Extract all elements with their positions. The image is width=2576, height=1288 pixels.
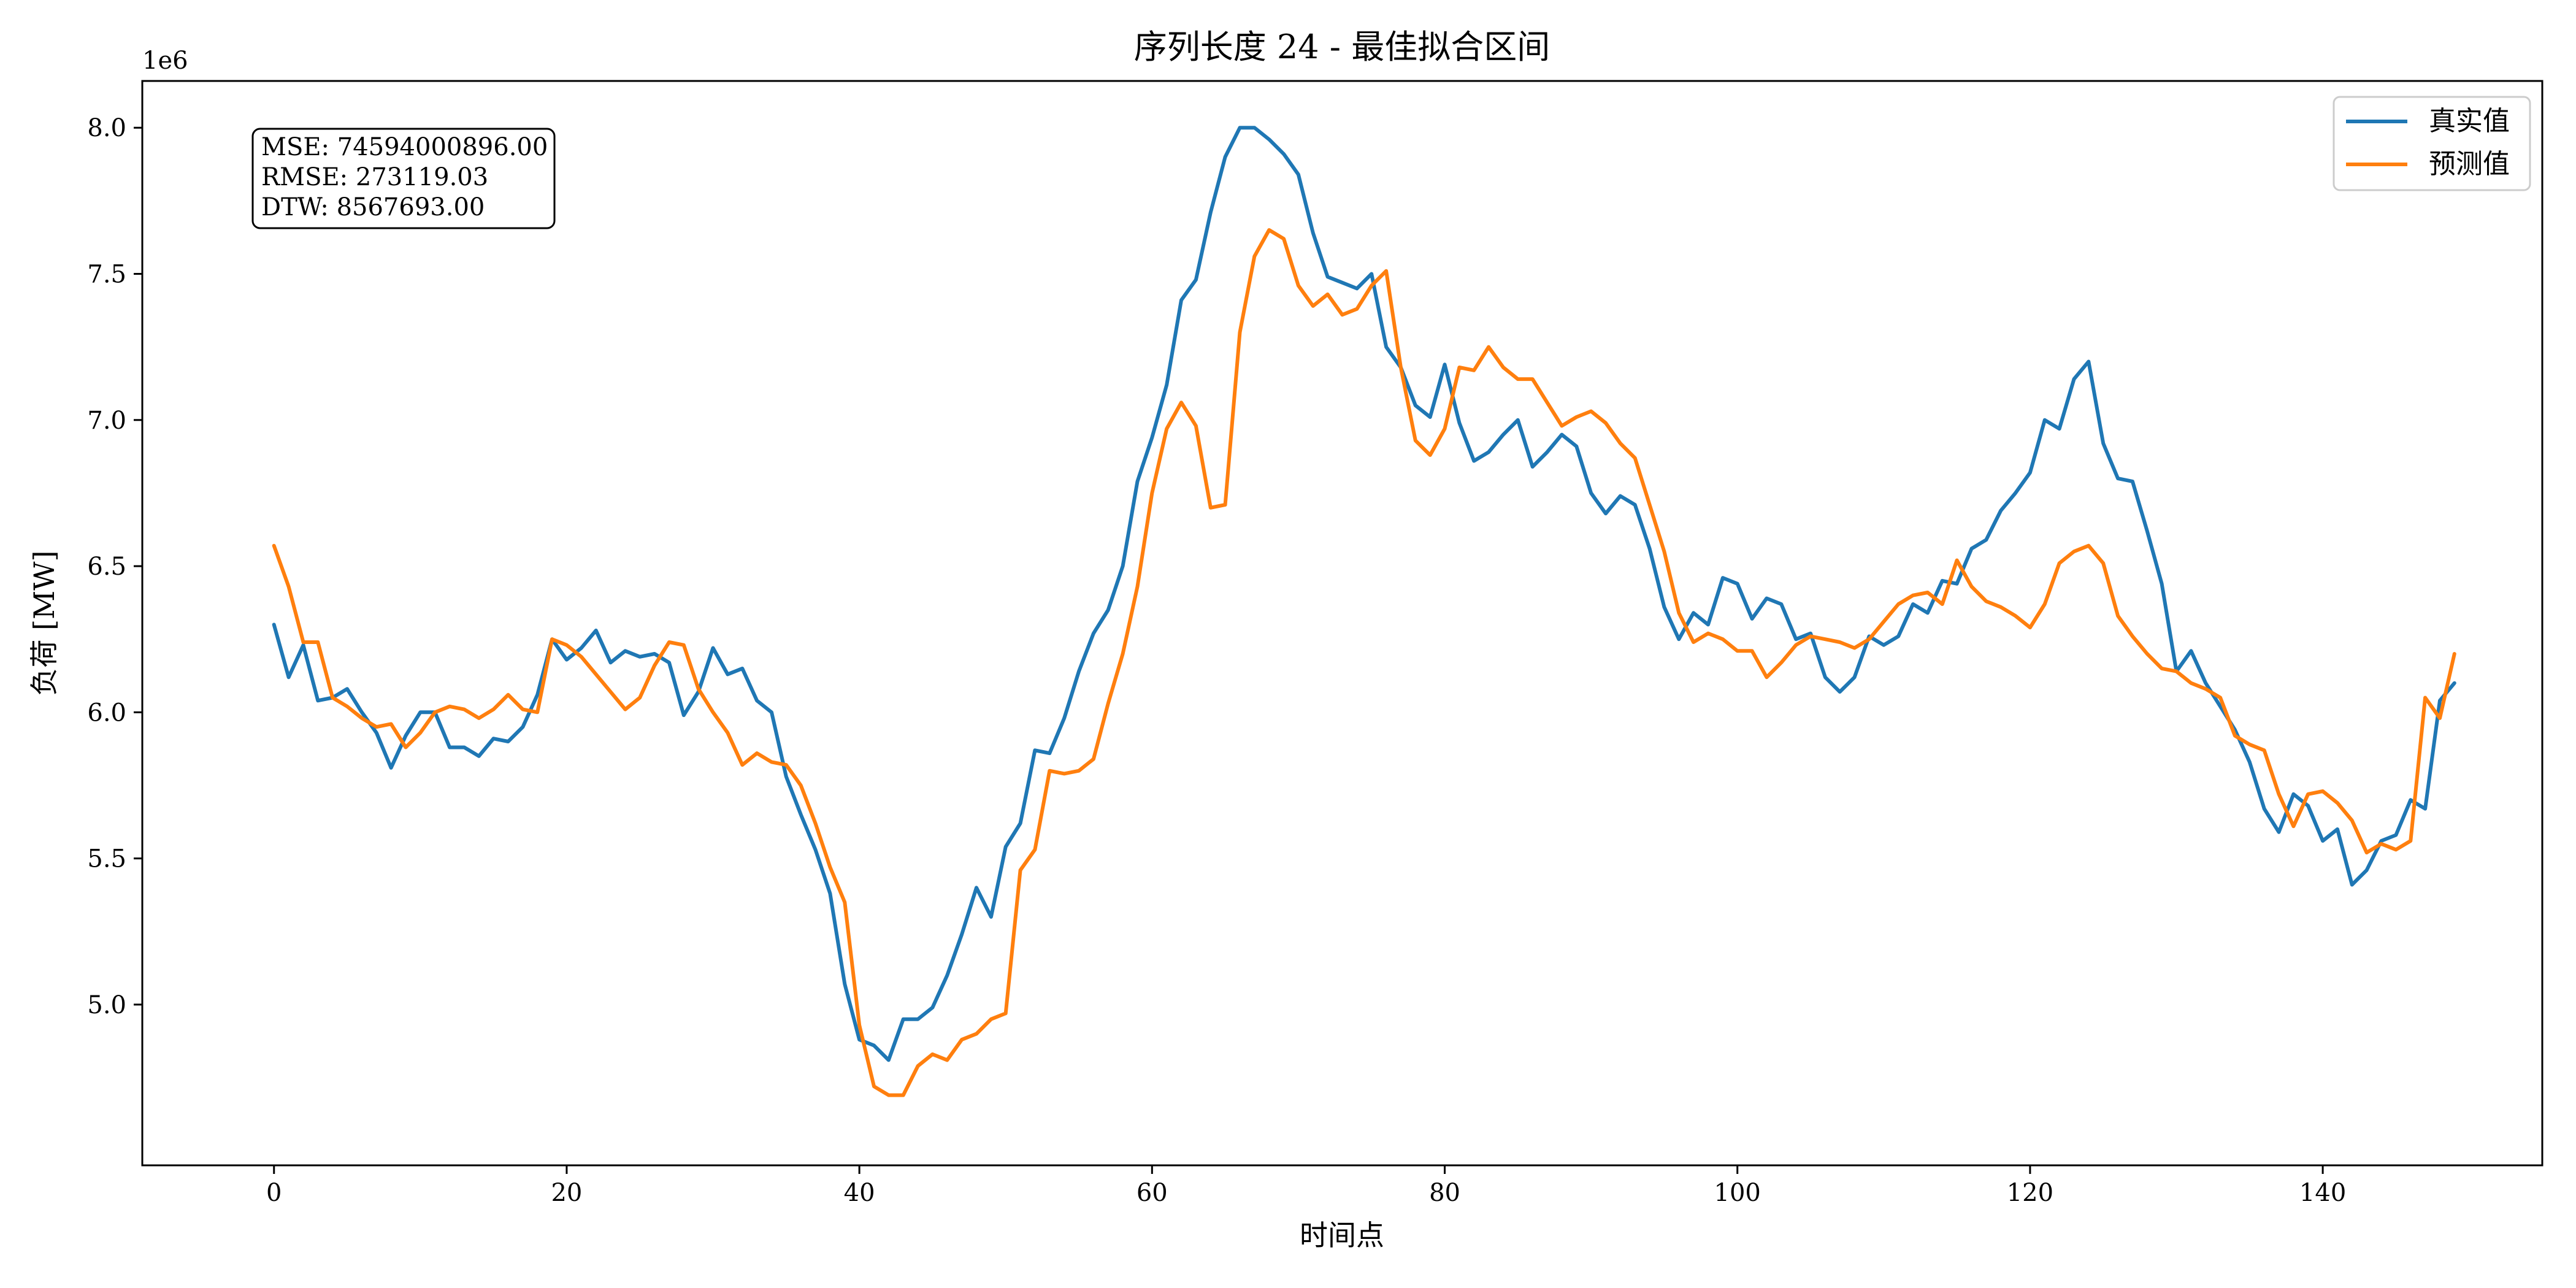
x-tick-label: 140: [2299, 1179, 2346, 1207]
plot-area-frame: [141, 80, 2543, 1167]
metrics-box-frame: [251, 128, 556, 229]
series-layer: [272, 126, 2456, 1097]
y-tick-label: 6.5: [87, 553, 126, 581]
x-tick-label: 80: [1429, 1179, 1460, 1207]
x-tick-label: 100: [1714, 1179, 1761, 1207]
metric-dtw: DTW: 8567693.00: [261, 193, 485, 221]
y-tick-label: 7.5: [87, 261, 126, 289]
y-tick-label: 5.0: [87, 991, 126, 1019]
predicted-value-line: [272, 228, 2456, 1097]
x-tick-label: 20: [551, 1179, 582, 1207]
y-tick-label: 6.0: [87, 699, 126, 727]
x-tick-label: 60: [1137, 1179, 1168, 1207]
legend-label-predicted: 预测值: [2429, 148, 2510, 180]
y-tick-label: 7.0: [87, 407, 126, 435]
metric-rmse: RMSE: 273119.03: [261, 163, 488, 191]
metric-mse: MSE: 74594000896.00: [261, 133, 548, 161]
x-tick-label: 120: [2007, 1179, 2053, 1207]
axes-layer: [141, 80, 2543, 1167]
legend: 真实值 预测值: [2333, 96, 2531, 191]
metrics-box: MSE: 74594000896.00 RMSE: 273119.03 DTW:…: [251, 128, 556, 229]
y-tick-label: 8.0: [87, 114, 126, 142]
y-offset-label: 1e6: [142, 47, 188, 75]
x-tick-label: 40: [844, 1179, 875, 1207]
x-axis-ticks: 0 20 40 60 80 100 120 140: [266, 1165, 2346, 1207]
y-tick-label: 5.5: [87, 845, 126, 873]
y-axis-ticks: 5.0 5.5 6.0 6.5 7.0 7.5 8.0: [87, 114, 142, 1019]
y-axis-label: 负荷 [MW]: [28, 551, 61, 696]
x-axis-label: 时间点: [1300, 1219, 1384, 1252]
true-value-line: [272, 126, 2456, 1062]
x-tick-label: 0: [266, 1179, 282, 1207]
chart-title: 序列长度 24 - 最佳拟合区间: [1134, 28, 1550, 66]
legend-label-true: 真实值: [2429, 105, 2510, 137]
